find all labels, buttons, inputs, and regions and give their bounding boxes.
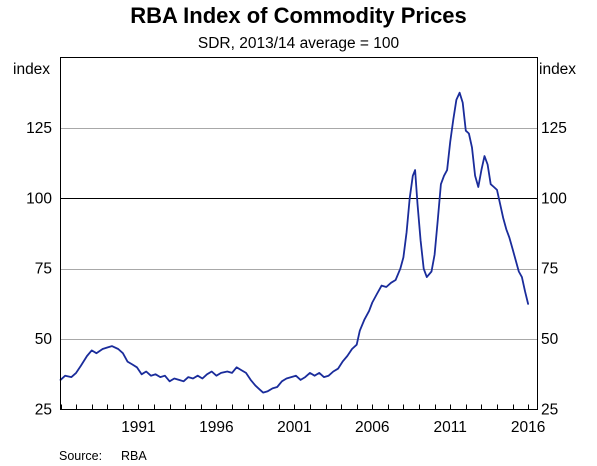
x-tick-label: 1991 [121,419,155,436]
y-tick-labels: 25 25 50 50 75 75 100 100 125 125 [26,120,567,419]
source-label: Source: [59,449,102,463]
y-tick-label-left: 25 [35,402,52,419]
y-tick-label-right: 75 [541,261,558,278]
x-tick-label: 2016 [511,419,545,436]
x-tick-label: 2006 [355,419,389,436]
y-axis-unit-right: index [539,61,576,78]
y-tick-label-left: 50 [35,331,53,348]
y-tick-label-left: 100 [26,190,52,207]
y-tick-label-left: 125 [26,120,52,137]
gridlines [60,128,538,340]
y-tick-label-right: 100 [541,190,567,207]
series-layer [59,91,529,394]
x-ticks [61,404,529,410]
series-line [59,91,529,394]
x-tick-labels: 1991 1996 2001 2006 2011 2016 [121,419,545,436]
x-tick-label: 1996 [199,419,233,436]
chart-title: RBA Index of Commodity Prices [130,3,467,28]
plot-area [60,57,538,410]
y-axis-unit-left: index [13,61,50,78]
x-tick-label: 2001 [277,419,311,436]
y-tick-label-right: 125 [541,120,567,137]
y-tick-label-right: 25 [541,402,558,419]
chart-subtitle: SDR, 2013/14 average = 100 [198,35,400,52]
source-value: RBA [121,449,147,463]
y-tick-label-right: 50 [541,331,559,348]
x-tick-label: 2011 [434,419,467,436]
y-tick-label-left: 75 [35,261,52,278]
